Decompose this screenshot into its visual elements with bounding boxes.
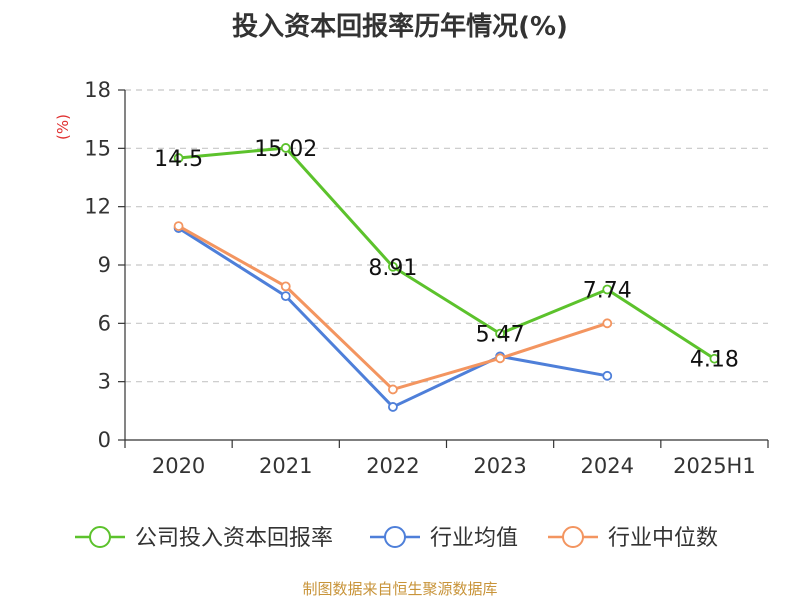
y-tick-label: 0	[98, 428, 111, 452]
data-point	[709, 353, 720, 364]
data-label: 14.5	[154, 147, 203, 172]
legend-label: 行业中位数	[608, 526, 718, 551]
x-tick-label: 2021	[259, 454, 312, 478]
legend-label: 公司投入资本回报率	[135, 526, 333, 551]
data-label: 4.18	[690, 348, 739, 373]
data-point	[602, 284, 613, 295]
y-tick-label: 9	[98, 253, 111, 277]
legend-item: 行业中位数	[548, 526, 718, 551]
data-label: 8.91	[368, 256, 417, 281]
y-tick-label: 15	[84, 136, 111, 160]
axes	[118, 89, 769, 448]
data-label: 5.47	[476, 323, 525, 348]
series-lines	[173, 143, 720, 412]
y-tick-label: 6	[98, 311, 111, 335]
x-tick-label: 2025H1	[673, 454, 756, 478]
chart-title: 投入资本回报率历年情况(%)	[232, 12, 568, 42]
data-point	[173, 221, 184, 232]
legend-marker-icon	[562, 526, 584, 548]
x-tick-label: 2022	[366, 454, 419, 478]
legend-marker-icon	[384, 526, 406, 548]
x-tick-labels: 2020 2021 2022 2023 2024 2025H1	[152, 454, 756, 478]
legend-label: 行业均值	[430, 526, 518, 551]
y-axis-unit-label: (%)	[54, 114, 72, 140]
x-tick-label: 2020	[152, 454, 205, 478]
data-point	[495, 328, 505, 339]
data-point	[388, 402, 398, 412]
x-tick-label: 2023	[473, 454, 526, 478]
legend-item: 行业均值	[370, 526, 518, 551]
y-tick-label: 3	[98, 370, 111, 394]
y-tick-labels: 0 3 6 9 12 15 18	[84, 78, 111, 452]
legend-item: 公司投入资本回报率	[75, 526, 333, 551]
legend: 公司投入资本回报率 行业均值 行业中位数	[75, 526, 718, 551]
data-point	[602, 370, 613, 381]
data-label: 15.02	[254, 137, 317, 162]
legend-marker-icon	[89, 526, 111, 548]
data-point	[173, 153, 184, 163]
data-point	[602, 318, 613, 329]
y-tick-label: 12	[84, 195, 111, 219]
data-point	[280, 281, 291, 292]
data-point	[388, 384, 398, 395]
data-point	[280, 143, 291, 153]
data-point	[495, 353, 505, 364]
data-labels: 14.5 15.02 8.91 5.47 7.74 4.18	[154, 137, 739, 373]
source-note: 制图数据来自恒生聚源数据库	[302, 580, 498, 598]
x-tick-label: 2024	[581, 454, 634, 478]
y-tick-label: 18	[84, 78, 111, 102]
data-label: 7.74	[583, 279, 632, 304]
series-line	[178, 146, 716, 360]
data-point	[388, 261, 398, 272]
grid-lines	[125, 89, 768, 383]
data-point	[280, 291, 291, 302]
